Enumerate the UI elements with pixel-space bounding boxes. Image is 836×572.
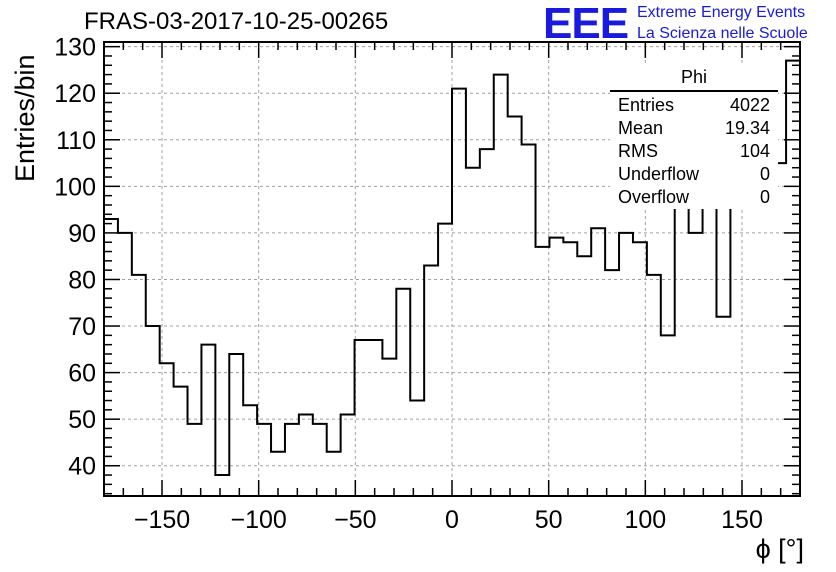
stats-row-underflow: Underflow 0 (610, 163, 778, 186)
stats-label: Mean (618, 118, 664, 138)
histogram-bin (661, 335, 675, 496)
histogram-bin (132, 275, 146, 496)
histogram-bin (563, 242, 577, 496)
histogram-bin (313, 424, 327, 496)
stats-row-mean: Mean 19.34 (610, 117, 778, 140)
histogram-bin (786, 61, 800, 496)
stats-title: Phi (610, 66, 778, 92)
stats-label: Underflow (618, 164, 700, 184)
y-tick-label: 60 (68, 360, 96, 388)
histogram-bin (605, 270, 619, 496)
histogram-bin (146, 326, 160, 496)
histogram-bin (438, 224, 452, 496)
y-tick-label: 130 (54, 34, 96, 62)
y-tick-label: 50 (68, 406, 96, 434)
histogram-bin (201, 345, 215, 496)
y-tick-label: 120 (54, 80, 96, 108)
x-tick-label: 100 (624, 506, 666, 534)
x-tick-label: −150 (134, 506, 190, 534)
histogram-bin (494, 75, 508, 496)
stats-row-entries: Entries 4022 (610, 94, 778, 117)
chart-title: FRAS-03-2017-10-25-00265 (84, 8, 389, 35)
histogram-bin (355, 340, 369, 496)
stats-value: 4022 (729, 95, 770, 115)
stats-label: Overflow (618, 187, 690, 207)
histogram-bin (188, 424, 202, 496)
stats-box: Phi Entries 4022 Mean 19.34 RMS 104 Unde… (610, 66, 778, 209)
y-axis-label: Entries/bin (10, 54, 40, 182)
y-tick-label: 110 (56, 127, 96, 155)
y-tick-label: 40 (68, 453, 96, 481)
logo-line-2: La Scienza nelle Scuole (637, 25, 808, 42)
histogram-bin (424, 266, 438, 496)
histogram-bin (466, 168, 480, 496)
stats-value: 104 (739, 141, 770, 161)
x-tick-label: 0 (445, 506, 459, 534)
histogram-bin (229, 354, 243, 496)
histogram-bin (675, 177, 689, 496)
histogram-bin (730, 205, 744, 496)
histogram-bin (396, 289, 410, 496)
stats-label: RMS (618, 141, 658, 161)
histogram-bin (633, 242, 647, 496)
histogram-bin (299, 415, 313, 496)
histogram-bin (522, 144, 536, 496)
histogram-bin (341, 415, 355, 496)
stats-value: 0 (759, 187, 770, 207)
histogram-bin (327, 452, 341, 496)
histogram-bin (243, 405, 257, 496)
axis-ticks (103, 42, 801, 496)
histogram-bin (480, 149, 494, 496)
axis-tick-labels: −150 −100 −50 0 50 100 150 40 50 60 70 80 90 100 110 12… (54, 34, 763, 534)
histogram-bin (508, 117, 522, 496)
stats-label: Entries (618, 95, 675, 115)
histogram-bin (215, 475, 229, 496)
histogram-bin (772, 163, 786, 496)
x-axis-label: ϕ [°] (755, 534, 804, 564)
y-tick-label: 100 (54, 173, 96, 201)
histogram-bin (577, 256, 591, 496)
histogram-bin (174, 387, 188, 496)
stats-value: 0 (759, 164, 770, 184)
histogram-bin (536, 247, 550, 496)
histogram-bin (160, 363, 174, 496)
x-tick-label: −50 (334, 506, 376, 534)
histogram-bin (452, 89, 466, 496)
y-tick-label: 70 (68, 313, 96, 341)
y-tick-label: 80 (68, 266, 96, 294)
histogram-bin (118, 233, 132, 496)
histogram-bin (368, 340, 382, 496)
histogram-bin (382, 359, 396, 496)
histogram-bin (591, 228, 605, 496)
histogram-bin (410, 401, 424, 496)
stats-row-overflow: Overflow 0 (610, 186, 778, 209)
histogram-bin (689, 233, 703, 496)
stats-value: 19.34 (724, 118, 770, 138)
x-tick-label: 50 (535, 506, 563, 534)
stats-row-rms: RMS 104 (610, 140, 778, 163)
histogram-bin (549, 238, 563, 496)
histogram-bin (647, 275, 661, 496)
y-tick-label: 90 (68, 220, 96, 248)
histogram-bin (619, 233, 633, 496)
histogram-bin (716, 317, 730, 496)
logo-line-1: Extreme Energy Events (637, 4, 806, 21)
eee-logo: EEE (543, 0, 629, 48)
x-tick-label: −100 (231, 506, 287, 534)
x-tick-label: 150 (721, 506, 763, 534)
histogram-bin (285, 424, 299, 496)
